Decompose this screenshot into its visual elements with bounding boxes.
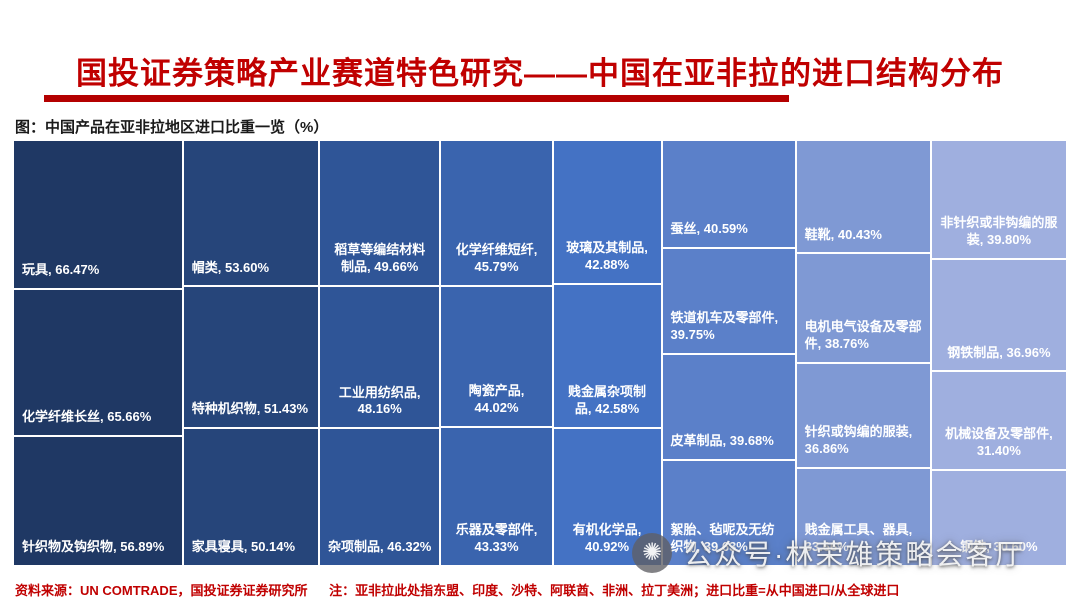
treemap-cell-label: 钢铁制品, 36.96% bbox=[947, 344, 1051, 360]
treemap-cell: 絮胎、毡呢及无纺织物, 39.63% bbox=[662, 461, 795, 565]
treemap-cell: 铁道机车及零部件, 39.75% bbox=[662, 248, 795, 354]
treemap-cell: 钢铁, 30.60% bbox=[931, 470, 1066, 565]
treemap-cell-label: 皮革制品, 39.68% bbox=[670, 433, 774, 449]
treemap-cell-label: 鞋靴, 40.43% bbox=[804, 226, 882, 242]
treemap-cell-label: 贱金属工具、器具, 33.66% bbox=[804, 522, 913, 555]
treemap-cell: 陶瓷产品, 44.02% bbox=[441, 286, 552, 426]
treemap-column: 蚕丝, 40.59% 铁道机车及零部件, 39.75% 皮革制品, 39.68% 絮胎… bbox=[662, 141, 795, 565]
title-underline bbox=[44, 95, 789, 102]
treemap-cell: 帽类, 53.60% bbox=[183, 141, 318, 286]
treemap-cell-label: 家具寝具, 50.14% bbox=[191, 539, 296, 555]
note-text: 注：亚非拉此处指东盟、印度、沙特、阿联酋、非洲、拉丁美洲；进口比重=从中国进口/… bbox=[329, 583, 900, 598]
treemap-cell-label: 化学纤维长丝, 65.66% bbox=[22, 408, 152, 424]
treemap-cell: 有机化学品, 40.92% bbox=[553, 428, 661, 565]
treemap-cell-label: 帽类, 53.60% bbox=[191, 259, 270, 275]
treemap-cell: 玩具, 66.47% bbox=[14, 141, 182, 288]
treemap-cell-label: 贱金属杂项制品, 42.58% bbox=[568, 383, 647, 416]
treemap-column: 稻草等编结材料制品, 49.66% 工业用纺织品, 48.16% 杂项制品, 46.… bbox=[319, 141, 440, 565]
source-text: 资料来源：UN COMTRADE，国投证券证券研究所 bbox=[15, 583, 308, 598]
treemap-cell-label: 乐器及零部件, 43.33% bbox=[455, 522, 538, 555]
treemap-column: 鞋靴, 40.43% 电机电气设备及零部件, 38.76% 针织或钩编的服装, 36… bbox=[796, 141, 930, 565]
treemap-cell: 非针织或非钩编的服装, 39.80% bbox=[931, 141, 1066, 259]
treemap-cell: 针织物及钩织物, 56.89% bbox=[14, 436, 182, 565]
treemap-cell-label: 工业用纺织品, 48.16% bbox=[338, 384, 421, 417]
treemap-cell: 家具寝具, 50.14% bbox=[183, 428, 318, 565]
treemap-cell-label: 玻璃及其制品, 42.88% bbox=[566, 240, 648, 273]
treemap-cell-label: 铁道机车及零部件, 39.75% bbox=[670, 310, 779, 343]
treemap-cell: 蚕丝, 40.59% bbox=[662, 141, 795, 247]
treemap-cell: 杂项制品, 46.32% bbox=[319, 429, 440, 565]
treemap-cell: 乐器及零部件, 43.33% bbox=[441, 427, 552, 565]
treemap-cell: 玻璃及其制品, 42.88% bbox=[553, 141, 661, 284]
footer: 资料来源：UN COMTRADE，国投证券证券研究所 注：亚非拉此处指东盟、印度… bbox=[15, 580, 899, 599]
treemap-cell: 鞋靴, 40.43% bbox=[796, 141, 930, 253]
treemap-cell: 皮革制品, 39.68% bbox=[662, 355, 795, 460]
treemap-cell-label: 有机化学品, 40.92% bbox=[572, 522, 642, 555]
treemap-cell-label: 陶瓷产品, 44.02% bbox=[468, 383, 525, 415]
treemap-cell: 机械设备及零部件, 31.40% bbox=[931, 372, 1066, 469]
chart-caption: 图：中国产品在亚非拉地区进口比重一览（%） bbox=[15, 119, 329, 136]
treemap-cell: 化学纤维长丝, 65.66% bbox=[14, 289, 182, 435]
treemap-cell-label: 玩具, 66.47% bbox=[22, 261, 100, 277]
treemap-cell: 贱金属杂项制品, 42.58% bbox=[553, 285, 661, 427]
page-title: 国投证券策略产业赛道特色研究——中国在亚非拉的进口结构分布 bbox=[76, 56, 1004, 91]
treemap-cell-label: 非针织或非钩编的服装, 39.80% bbox=[940, 215, 1058, 248]
treemap-cell: 稻草等编结材料制品, 49.66% bbox=[319, 141, 440, 286]
treemap-cell-label: 针织或钩编的服装, 36.86% bbox=[804, 424, 913, 457]
treemap-cell: 工业用纺织品, 48.16% bbox=[319, 287, 440, 428]
treemap-cell-label: 蚕丝, 40.59% bbox=[670, 221, 748, 237]
treemap-column: 玻璃及其制品, 42.88% 贱金属杂项制品, 42.58% 有机化学品, 40.9… bbox=[553, 141, 661, 565]
treemap-cell: 电机电气设备及零部件, 38.76% bbox=[796, 254, 930, 363]
treemap-cell-label: 杂项制品, 46.32% bbox=[328, 539, 432, 555]
treemap-cell-label: 稻草等编结材料制品, 49.66% bbox=[334, 242, 426, 275]
treemap-cell-label: 絮胎、毡呢及无纺织物, 39.63% bbox=[670, 522, 775, 555]
treemap-cell: 特种机织物, 51.43% bbox=[183, 287, 318, 427]
treemap-column: 帽类, 53.60% 特种机织物, 51.43% 家具寝具, 50.14% bbox=[183, 141, 318, 565]
treemap-cell-label: 电机电气设备及零部件, 38.76% bbox=[804, 319, 922, 352]
treemap-cell-label: 机械设备及零部件, 31.40% bbox=[945, 425, 1053, 458]
treemap-cell: 化学纤维短纤, 45.79% bbox=[441, 141, 552, 285]
treemap-cell-label: 特种机织物, 51.43% bbox=[191, 400, 309, 416]
treemap-cell: 贱金属工具、器具, 33.66% bbox=[796, 469, 930, 565]
treemap-cell: 针织或钩编的服装, 36.86% bbox=[796, 364, 930, 468]
treemap-cell-label: 钢铁, 30.60% bbox=[960, 539, 1038, 555]
treemap-column: 玩具, 66.47% 化学纤维长丝, 65.66% 针织物及钩织物, 56.89% bbox=[14, 141, 182, 565]
treemap-cell-label: 化学纤维短纤, 45.79% bbox=[455, 242, 538, 274]
treemap-column: 非针织或非钩编的服装, 39.80% 钢铁制品, 36.96% 机械设备及零部件, … bbox=[931, 141, 1066, 565]
treemap: 玩具, 66.47% 化学纤维长丝, 65.66% 针织物及钩织物, 56.89% 帽… bbox=[14, 141, 1066, 565]
treemap-column: 化学纤维短纤, 45.79% 陶瓷产品, 44.02% 乐器及零部件, 43.33% bbox=[441, 141, 552, 565]
treemap-cell-label: 针织物及钩织物, 56.89% bbox=[22, 539, 165, 555]
treemap-cell: 钢铁制品, 36.96% bbox=[931, 260, 1066, 371]
